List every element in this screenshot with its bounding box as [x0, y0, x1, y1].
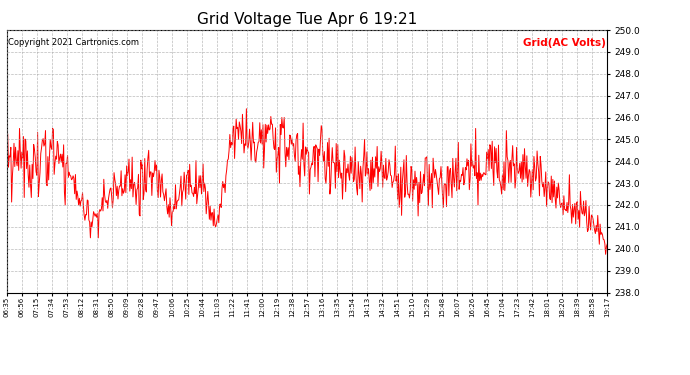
Text: Copyright 2021 Cartronics.com: Copyright 2021 Cartronics.com	[8, 38, 139, 47]
Text: Grid(AC Volts): Grid(AC Volts)	[523, 38, 606, 48]
Title: Grid Voltage Tue Apr 6 19:21: Grid Voltage Tue Apr 6 19:21	[197, 12, 417, 27]
